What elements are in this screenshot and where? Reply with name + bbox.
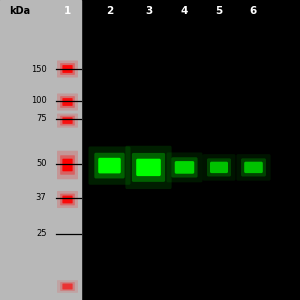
FancyBboxPatch shape bbox=[236, 154, 271, 181]
Text: 75: 75 bbox=[36, 114, 46, 123]
FancyBboxPatch shape bbox=[62, 98, 73, 106]
FancyBboxPatch shape bbox=[60, 282, 75, 291]
Text: 50: 50 bbox=[36, 159, 46, 168]
Text: 2: 2 bbox=[106, 5, 113, 16]
FancyBboxPatch shape bbox=[172, 157, 197, 178]
FancyBboxPatch shape bbox=[57, 151, 78, 179]
FancyBboxPatch shape bbox=[132, 153, 165, 182]
Text: 150: 150 bbox=[31, 64, 46, 74]
FancyBboxPatch shape bbox=[60, 63, 75, 75]
FancyBboxPatch shape bbox=[57, 61, 78, 77]
FancyBboxPatch shape bbox=[57, 113, 78, 128]
FancyBboxPatch shape bbox=[57, 280, 78, 293]
Text: kDa: kDa bbox=[9, 5, 30, 16]
FancyBboxPatch shape bbox=[94, 153, 125, 178]
FancyBboxPatch shape bbox=[167, 152, 203, 182]
Text: 1: 1 bbox=[64, 5, 71, 16]
FancyBboxPatch shape bbox=[210, 162, 228, 173]
Text: 100: 100 bbox=[31, 96, 46, 105]
FancyBboxPatch shape bbox=[125, 146, 172, 189]
FancyBboxPatch shape bbox=[60, 155, 75, 175]
FancyBboxPatch shape bbox=[60, 194, 75, 206]
FancyBboxPatch shape bbox=[60, 96, 75, 108]
FancyBboxPatch shape bbox=[57, 94, 78, 110]
FancyBboxPatch shape bbox=[62, 159, 73, 171]
Text: 4: 4 bbox=[181, 5, 188, 16]
Text: 6: 6 bbox=[250, 5, 257, 16]
FancyBboxPatch shape bbox=[207, 158, 231, 176]
FancyBboxPatch shape bbox=[60, 116, 75, 125]
FancyBboxPatch shape bbox=[62, 196, 73, 203]
FancyBboxPatch shape bbox=[62, 117, 73, 124]
FancyBboxPatch shape bbox=[98, 158, 121, 173]
FancyBboxPatch shape bbox=[62, 284, 73, 290]
Bar bbox=[0, 0, 81, 300]
Text: 3: 3 bbox=[145, 5, 152, 16]
FancyBboxPatch shape bbox=[175, 161, 194, 174]
Text: 5: 5 bbox=[215, 5, 223, 16]
FancyBboxPatch shape bbox=[244, 162, 263, 173]
FancyBboxPatch shape bbox=[202, 154, 236, 181]
FancyBboxPatch shape bbox=[136, 159, 161, 176]
FancyBboxPatch shape bbox=[57, 191, 78, 208]
Text: 37: 37 bbox=[36, 194, 46, 202]
FancyBboxPatch shape bbox=[88, 146, 130, 185]
FancyBboxPatch shape bbox=[62, 65, 73, 73]
Text: 25: 25 bbox=[36, 230, 46, 238]
FancyBboxPatch shape bbox=[241, 158, 266, 176]
